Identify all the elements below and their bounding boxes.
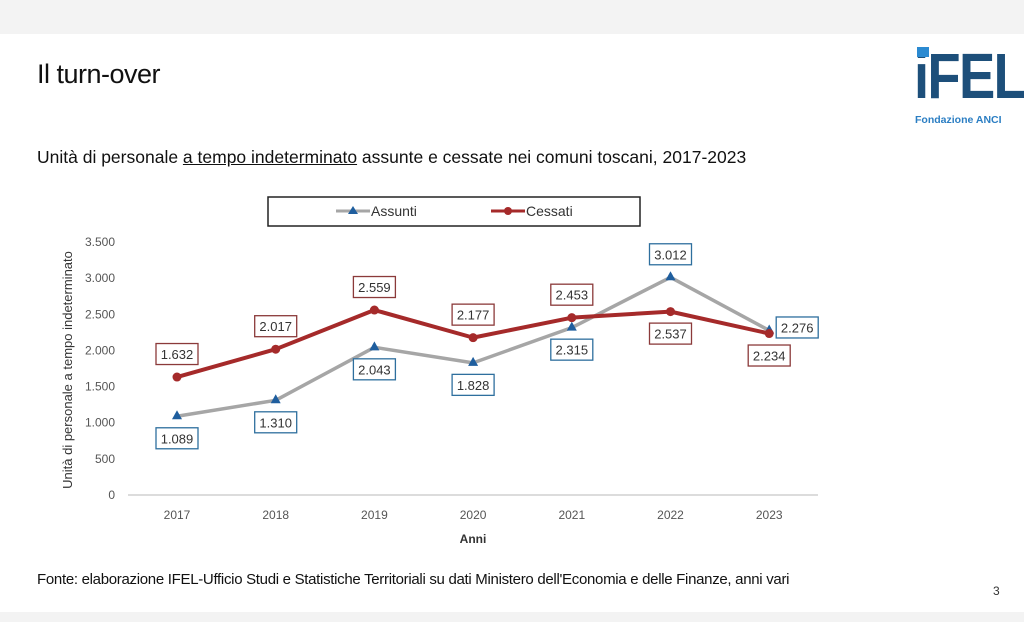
slide: Il turn-over iFEL Fondazione ANCI Unità … <box>0 34 1024 612</box>
data-point-cessati <box>666 307 675 317</box>
data-point-cessati <box>567 313 577 323</box>
y-tick-label: 2.500 <box>85 307 115 321</box>
data-label-cessati: 1.632 <box>161 347 194 362</box>
x-tick-label: 2017 <box>164 508 191 522</box>
x-tick-label: 2022 <box>657 508 684 522</box>
data-label-box <box>648 322 693 345</box>
subtitle-post: assunte e cessate nei comuni toscani, 20… <box>357 147 747 167</box>
data-point-cessati <box>271 344 281 354</box>
x-tick-label: 2018 <box>262 508 289 522</box>
data-point-assunti <box>468 356 479 366</box>
y-axis-title: Unità di personale a tempo indeterminato <box>60 251 75 489</box>
data-point-cessati <box>468 333 478 343</box>
data-label-box <box>648 243 693 266</box>
logo-dot <box>917 47 929 57</box>
y-tick-label: 3.000 <box>85 271 115 285</box>
data-label-cessati: 2.453 <box>556 288 589 303</box>
chart-subtitle: Unità di personale a tempo indeterminato… <box>37 147 746 168</box>
x-tick-label: 2023 <box>756 508 783 522</box>
data-label-assunti: 2.276 <box>781 320 814 335</box>
y-tick-label: 0 <box>108 488 115 502</box>
data-label-box <box>775 316 819 339</box>
x-tick-label: 2021 <box>558 508 585 522</box>
data-label-box <box>747 344 791 367</box>
data-label-assunti: 1.089 <box>161 431 194 446</box>
logo-subtitle: Fondazione ANCI <box>915 114 1002 126</box>
data-point-cessati <box>172 372 182 382</box>
data-label-cessati: 2.559 <box>358 280 391 295</box>
data-point-assunti <box>270 394 281 404</box>
data-label-assunti: 2.315 <box>556 343 589 358</box>
data-label-cessati: 2.537 <box>654 327 687 342</box>
legend-assunti-marker <box>348 206 358 214</box>
data-label-box <box>550 338 594 361</box>
data-label-cessati: 2.017 <box>259 319 292 334</box>
data-label-box <box>352 275 397 299</box>
data-label-cessati: 2.177 <box>457 308 490 323</box>
y-tick-label: 500 <box>95 452 115 466</box>
y-tick-label: 3.500 <box>85 235 115 249</box>
legend-assunti-label: Assunti <box>371 203 417 219</box>
legend-cessati-marker <box>504 207 512 215</box>
data-label-box <box>352 358 397 381</box>
slide-title: Il turn-over <box>37 59 161 89</box>
data-point-cessati <box>764 329 774 339</box>
subtitle-pre: Unità di personale <box>37 147 183 167</box>
data-label-box <box>451 373 495 397</box>
y-tick-label: 2.000 <box>85 343 115 357</box>
data-label-box <box>155 427 199 450</box>
x-axis-title: Anni <box>460 532 487 546</box>
x-tick-label: 2019 <box>361 508 388 522</box>
y-tick-label: 1.500 <box>85 380 115 394</box>
x-axis-ticks: 2017 2018 2019 2020 2021 2022 2023 <box>164 508 783 522</box>
data-label-assunti: 1.310 <box>259 415 292 430</box>
legend-cessati-label: Cessati <box>526 203 573 219</box>
data-point-assunti <box>369 341 380 351</box>
series-group <box>172 271 775 420</box>
data-label-assunti: 3.012 <box>654 247 687 262</box>
logo-mark: iFEL <box>914 40 1024 112</box>
subtitle-underlined: a tempo indeterminato <box>182 147 358 167</box>
data-point-assunti <box>566 321 577 331</box>
data-label-box <box>254 315 298 338</box>
data-label-box <box>451 303 495 326</box>
data-point-assunti <box>665 271 676 281</box>
data-point-assunti <box>172 410 182 420</box>
legend-box <box>267 196 641 227</box>
y-axis-ticks: 0 500 1.000 1.500 2.000 2.500 3.000 3.500 <box>85 235 115 502</box>
data-label-cessati: 2.234 <box>753 349 786 364</box>
ifel-logo: iFEL Fondazione ANCI <box>914 44 1024 134</box>
y-tick-label: 1.000 <box>85 416 115 430</box>
data-point-cessati <box>369 305 379 315</box>
data-label-assunti: 2.043 <box>358 362 391 377</box>
source-footer: Fonte: elaborazione IFEL-Ufficio Studi e… <box>37 571 790 588</box>
data-label-assunti: 1.828 <box>457 378 490 393</box>
page-number: 3 <box>993 584 1000 598</box>
data-labels: 1.089 1.310 2.043 1.828 2.315 3.012 2.276 1.632… <box>155 243 819 450</box>
legend: Assunti Cessati <box>267 196 641 227</box>
data-label-box <box>254 411 298 434</box>
data-label-box <box>550 283 594 306</box>
data-label-box <box>155 342 199 366</box>
x-tick-label: 2020 <box>460 508 487 522</box>
